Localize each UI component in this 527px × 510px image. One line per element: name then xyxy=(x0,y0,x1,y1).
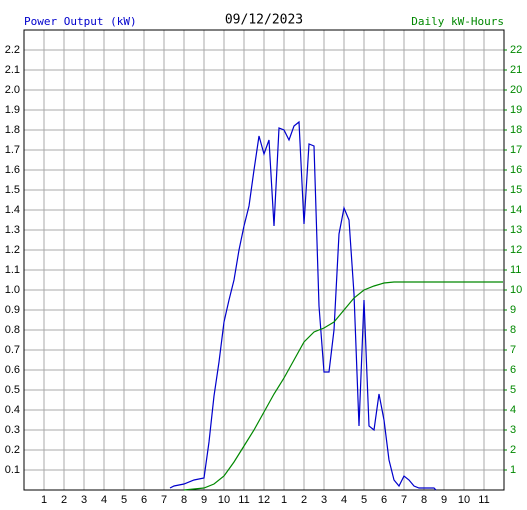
y-tick-label: 1.5 xyxy=(5,184,20,196)
y2-tick-label: 5 xyxy=(510,384,516,396)
x-tick-label: 5 xyxy=(121,494,127,506)
series-line xyxy=(183,281,503,491)
x-tick-label: 10 xyxy=(218,494,230,506)
x-tick-label: 12 xyxy=(258,494,270,506)
x-tick-label: 9 xyxy=(201,494,207,506)
y2-tick-label: 22 xyxy=(510,44,522,56)
y2-tick-label: 20 xyxy=(510,84,522,96)
x-tick-label: 6 xyxy=(141,494,147,506)
y2-tick-label: 19 xyxy=(510,104,522,116)
y2-tick-label: 1 xyxy=(510,464,516,476)
x-tick-label: 10 xyxy=(458,494,470,506)
x-tick-label: 4 xyxy=(341,494,347,506)
x-tick-label: 7 xyxy=(401,494,407,506)
y-tick-label: 1.1 xyxy=(5,264,20,276)
x-tick-label: 6 xyxy=(381,494,387,506)
y2-tick-label: 10 xyxy=(510,284,522,296)
y-tick-label: 1.2 xyxy=(5,244,20,256)
y-tick-label: 1.7 xyxy=(5,144,20,156)
series-line xyxy=(169,120,437,491)
y2-tick-label: 4 xyxy=(510,404,516,416)
y-tick-label: 0.2 xyxy=(5,444,20,456)
x-tick-label: 7 xyxy=(161,494,167,506)
y2-tick-label: 9 xyxy=(510,304,516,316)
y-axis-label: Power Output (kW) xyxy=(24,15,137,28)
x-tick-label: 9 xyxy=(441,494,447,506)
y-tick-label: 1.9 xyxy=(5,104,20,116)
y2-tick-label: 15 xyxy=(510,184,522,196)
y2-tick-label: 11 xyxy=(510,264,521,276)
x-tick-label: 11 xyxy=(238,494,249,506)
y2-axis-label: Daily kW-Hours xyxy=(411,15,504,28)
y-tick-label: 1.0 xyxy=(5,284,20,296)
y-tick-label: 1.4 xyxy=(5,204,20,216)
y2-tick-label: 14 xyxy=(510,204,522,216)
x-tick-label: 2 xyxy=(61,494,67,506)
plot-frame xyxy=(23,29,505,491)
y2-tick-label: 16 xyxy=(510,164,522,176)
y2-tick-label: 12 xyxy=(510,244,522,256)
x-tick-label: 2 xyxy=(301,494,307,506)
y-tick-label: 0.9 xyxy=(5,304,20,316)
y2-tick-label: 2 xyxy=(510,444,516,456)
y-tick-label: 0.4 xyxy=(5,404,20,416)
y2-tick-label: 7 xyxy=(510,344,516,356)
y-tick-label: 0.1 xyxy=(5,464,20,476)
x-tick-label: 1 xyxy=(281,494,287,506)
y-tick-label: 2.2 xyxy=(5,44,20,56)
y2-tick-label: 21 xyxy=(510,64,522,76)
y-tick-label: 0.8 xyxy=(5,324,20,336)
chart-title: 09/12/2023 xyxy=(225,13,303,28)
y-tick-label: 1.6 xyxy=(5,164,20,176)
y-tick-label: 0.5 xyxy=(5,384,20,396)
x-tick-label: 3 xyxy=(81,494,87,506)
y2-tick-label: 8 xyxy=(510,324,516,336)
y-tick-label: 0.7 xyxy=(5,344,20,356)
y2-tick-label: 13 xyxy=(510,224,522,236)
y-tick-label: 0.3 xyxy=(5,424,20,436)
x-tick-label: 5 xyxy=(361,494,367,506)
y2-tick-label: 6 xyxy=(510,364,516,376)
x-tick-label: 8 xyxy=(421,494,427,506)
y-tick-label: 0.6 xyxy=(5,364,20,376)
y-tick-label: 2.1 xyxy=(5,64,20,76)
y2-tick-label: 18 xyxy=(510,124,522,136)
y-tick-label: 2.0 xyxy=(5,84,20,96)
x-tick-label: 3 xyxy=(321,494,327,506)
y-tick-label: 1.8 xyxy=(5,124,20,136)
x-tick-label: 4 xyxy=(101,494,107,506)
x-tick-label: 11 xyxy=(478,494,489,506)
y-tick-label: 1.3 xyxy=(5,224,20,236)
x-tick-label: 1 xyxy=(41,494,47,506)
y2-tick-label: 17 xyxy=(510,144,522,156)
x-tick-label: 8 xyxy=(181,494,187,506)
y2-tick-label: 3 xyxy=(510,424,516,436)
